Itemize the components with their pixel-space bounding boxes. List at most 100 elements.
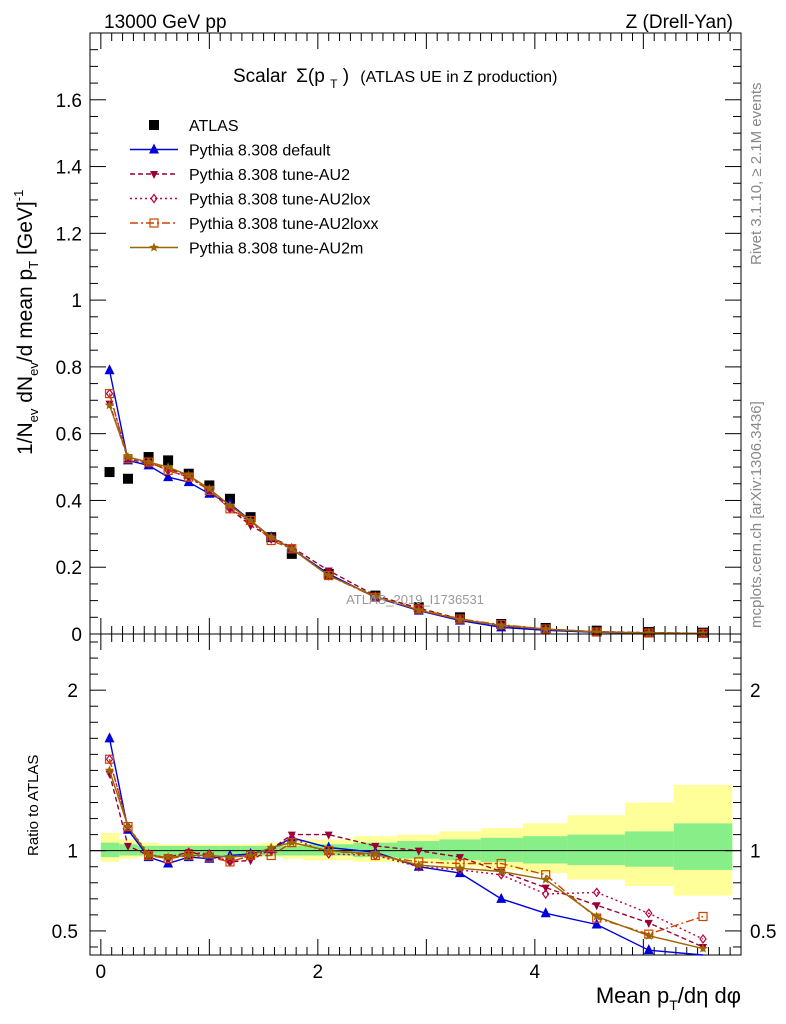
ratio-y-tick-label-right: 1 [750, 842, 761, 863]
legend-marker-data [149, 120, 159, 130]
point-au2loxx [698, 911, 708, 922]
point-au2m [163, 462, 173, 472]
rivet-label: Rivet 3.1.10, ≥ 2.1M events [748, 83, 765, 266]
point-au2m [591, 911, 602, 921]
point-au2m [225, 500, 235, 510]
y-tick-label: 1.4 [56, 158, 83, 179]
y-tick-label: 0.6 [56, 425, 82, 446]
band-inner-segment [673, 823, 733, 870]
main-frame [89, 32, 742, 635]
point-au2m [184, 470, 194, 480]
point-au2m [644, 628, 654, 637]
point-au2m [698, 943, 708, 953]
point-au2loxx [266, 850, 276, 861]
point-default [454, 867, 465, 878]
point-au2 [644, 919, 653, 928]
plot-title-scalar: Scalar [233, 66, 288, 87]
point-au2 [371, 842, 380, 851]
legend-label-au2: Pythia 8.308 tune-AU2 [189, 167, 350, 184]
legend-label-au2m: Pythia 8.308 tune-AU2m [189, 241, 363, 258]
point-au2m [370, 848, 381, 858]
y-tick-label: 0.4 [56, 491, 83, 512]
point-au2m [370, 591, 381, 601]
watermark: ATLAS_2019_I1736531 [346, 592, 484, 607]
y-tick-label: 1.6 [56, 91, 82, 112]
legend-marker-au2loxx [149, 218, 159, 228]
point-au2m [245, 515, 256, 525]
point-au2lox [645, 908, 653, 919]
band-inner-segment [567, 834, 625, 866]
y-tick-label: 0.8 [56, 358, 82, 379]
y-tick-label: 1.2 [56, 224, 82, 245]
point-au2m [123, 821, 133, 831]
ratio-frame [89, 633, 742, 956]
plot-title-sigma: Σ(p [296, 66, 325, 87]
point-au2 [541, 884, 550, 893]
point-au2loxx [104, 754, 115, 764]
point-default [591, 918, 602, 929]
point-au2 [455, 854, 464, 863]
legend-label-au2lox: Pythia 8.308 tune-AU2lox [189, 192, 370, 209]
point-au2m [496, 866, 506, 876]
point-au2 [287, 831, 296, 840]
point-au2m [143, 457, 154, 467]
point-au2m [540, 624, 551, 633]
main-axis-ticks: 0 0.2 0.4 0.6 0.8 1 1.2 1.4 1.6 [56, 32, 742, 646]
point-au2m [287, 543, 297, 553]
legend-marker-au2lox [150, 193, 158, 204]
point-au2m [644, 930, 654, 940]
ratio-panel: 0.5 0.5 1 1 2 2 0 2 4 [52, 633, 776, 983]
point-au2m [455, 863, 465, 873]
point-data [122, 473, 133, 484]
legend-label-default: Pythia 8.308 default [189, 143, 331, 160]
band-inner-segment [624, 831, 674, 867]
plot-title-sub: T [330, 77, 338, 91]
ratio-y-tick-label-right: 2 [750, 681, 761, 702]
y-axis-label-main: 1/Nev dNev/d mean pT [GeV]-1 [11, 190, 41, 455]
band-inner-segment [100, 842, 120, 858]
point-au2m [204, 850, 215, 860]
mcplots-label: mcplots.cern.ch [arXiv:1306.3436] [748, 401, 765, 628]
point-au2m [540, 874, 551, 884]
point-au2lox [105, 754, 114, 765]
point-au2lox [592, 887, 601, 898]
x-tick-label: 2 [313, 962, 324, 983]
point-au2m [143, 850, 154, 860]
point-default [104, 732, 115, 743]
y-tick-label: 1 [71, 291, 82, 312]
ratio-y-tick-label: 1 [67, 842, 78, 863]
point-au2m [104, 765, 115, 775]
header-left: 13000 GeV pp [104, 12, 227, 33]
point-au2 [123, 842, 132, 851]
x-tick-label: 4 [530, 962, 541, 983]
series-au2m [104, 765, 708, 953]
point-au2m [225, 852, 235, 862]
legend-item-au2loxx: Pythia 8.308 tune-AU2loxx [130, 216, 378, 233]
point-au2 [592, 902, 601, 911]
header-right: Z (Drell-Yan) [626, 12, 733, 33]
ratio-y-tick-label-right: 0.5 [750, 922, 776, 943]
point-au2 [324, 831, 333, 840]
plot-title: Scalar Σ(p T ) (ATLAS UE in Z production… [233, 66, 557, 93]
legend-marker-default [149, 143, 159, 154]
point-data [163, 455, 174, 466]
legend-item-au2lox: Pythia 8.308 tune-AU2lox [130, 192, 370, 209]
legend-label-data: ATLAS [189, 118, 239, 135]
y-axis-label-ratio: Ratio to ATLAS [25, 755, 42, 856]
point-data [104, 467, 115, 478]
point-default [643, 944, 654, 955]
band-inner-segment [119, 844, 138, 856]
point-au2m [455, 614, 465, 624]
point-default [540, 907, 551, 918]
point-au2lox [541, 889, 550, 900]
ratio-series [104, 732, 708, 956]
point-default [496, 892, 507, 903]
y-tick-label: 0 [71, 625, 82, 646]
plot-title-rest: (ATLAS UE in Z production) [360, 69, 557, 86]
legend-item-default: Pythia 8.308 default [130, 143, 331, 160]
point-au2lox [699, 933, 707, 944]
legend-item-au2m: Pythia 8.308 tune-AU2m [130, 241, 363, 258]
point-au2m [266, 842, 276, 852]
point-default [104, 364, 115, 375]
